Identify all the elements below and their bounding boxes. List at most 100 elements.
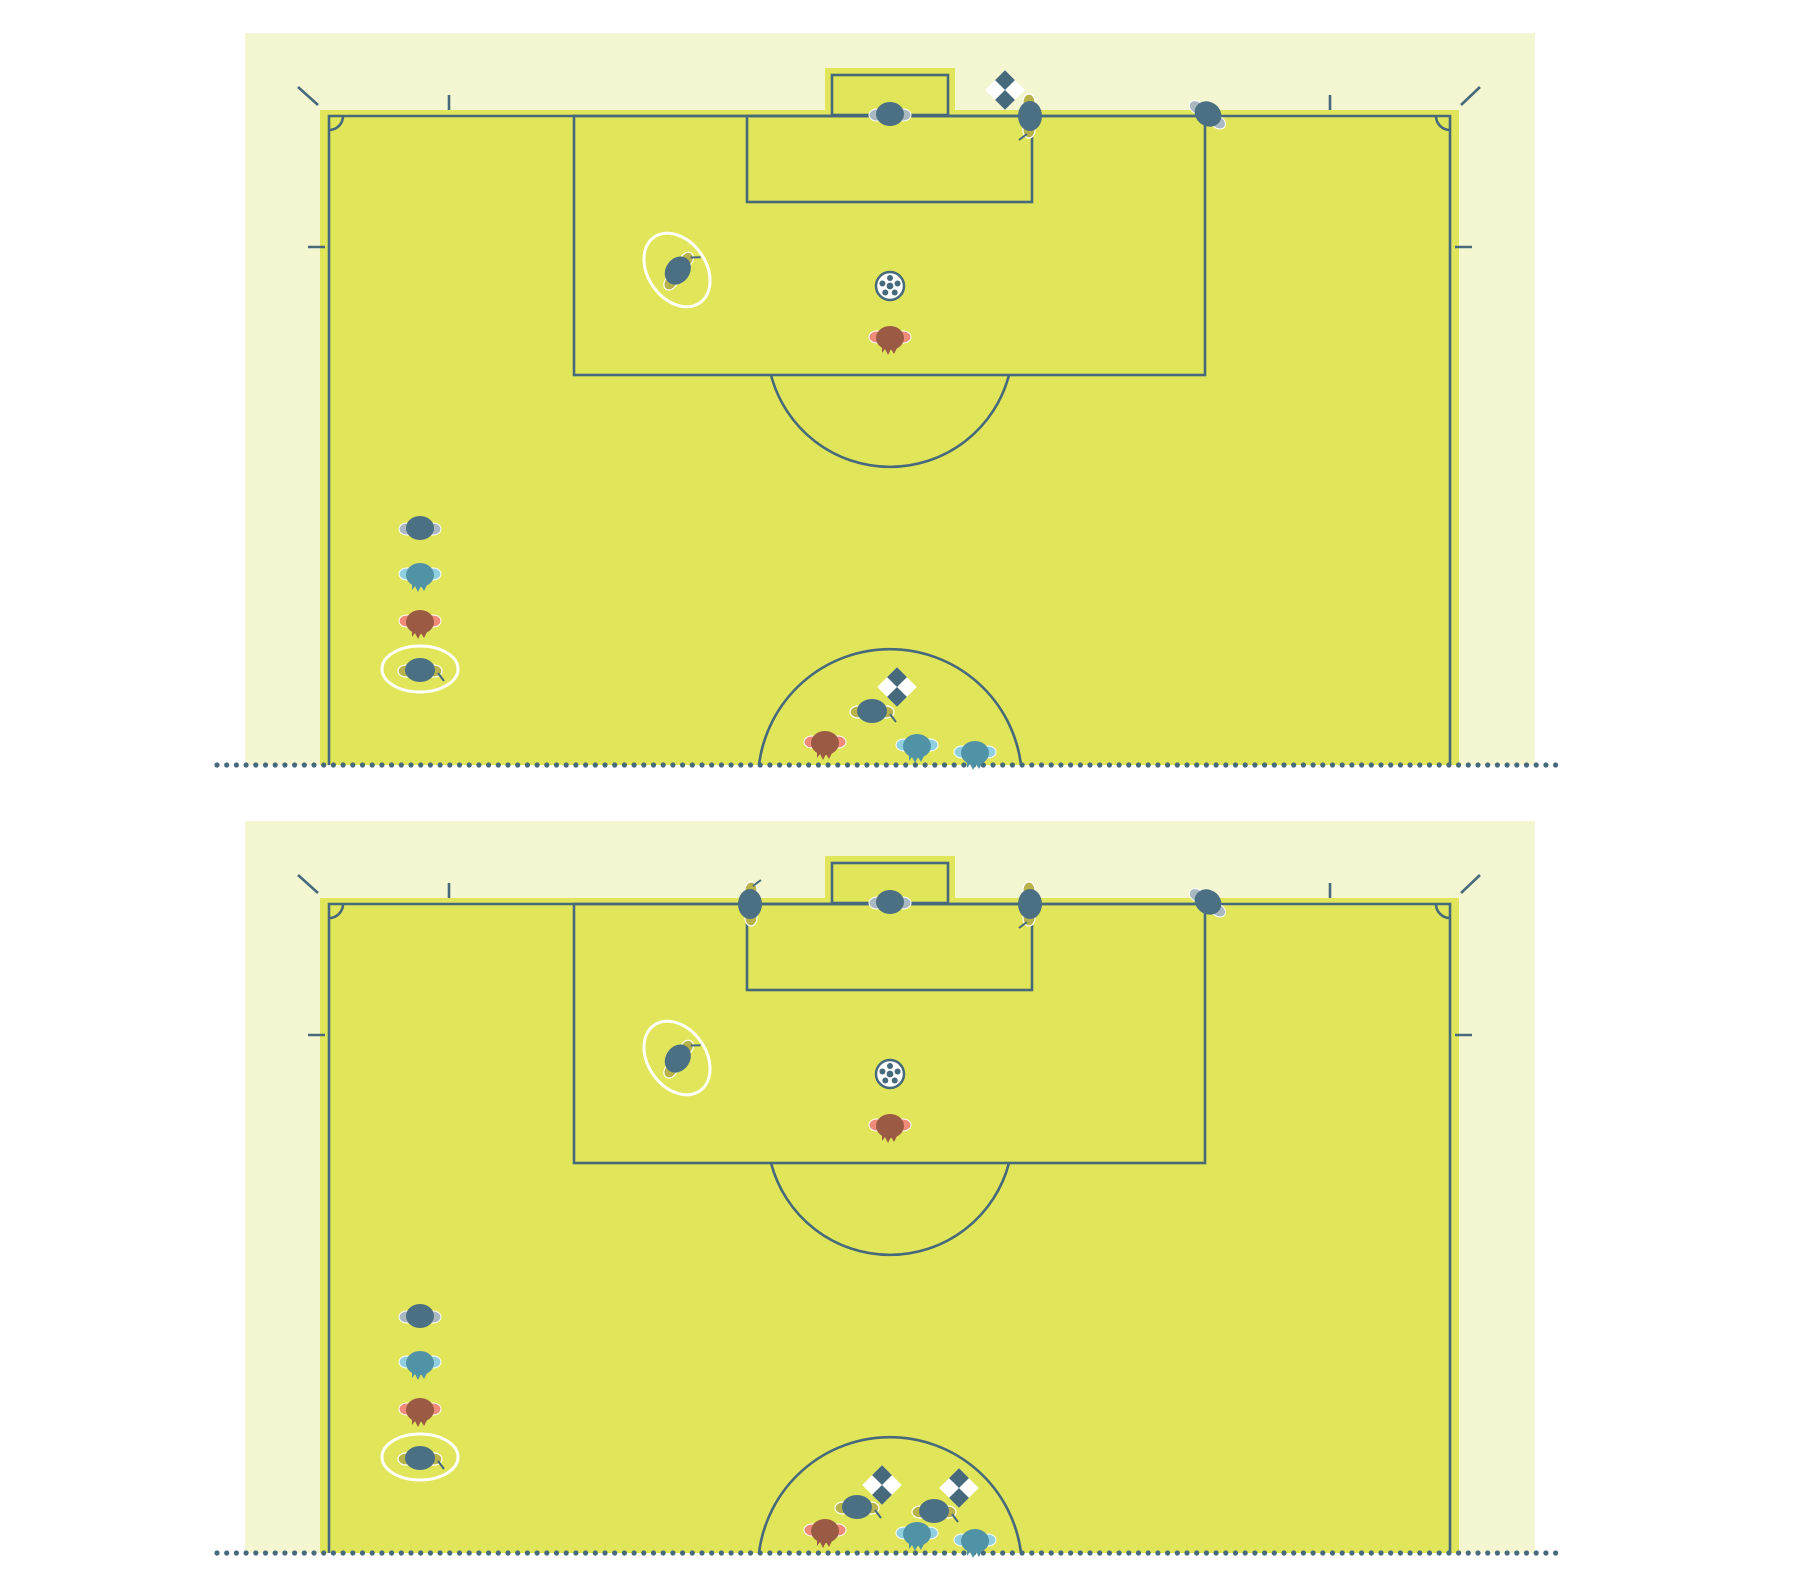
halfway-dot [1291,762,1297,768]
halfway-dot [592,762,598,768]
halfway-dot [1087,762,1093,768]
halfway-dot [1232,762,1239,768]
centre-official-right [911,1499,959,1523]
halfway-dot [544,762,550,768]
halfway-dot [1155,762,1161,768]
halfway-dot [951,762,957,768]
official-head [738,889,762,919]
halfway-dot [1485,1550,1491,1556]
halfway-dot [282,1550,288,1556]
halfway-dot [1262,1550,1268,1556]
halfway-dot [660,762,666,768]
halfway-dot [1058,1550,1064,1556]
official-head [664,1044,691,1073]
fourth-official [1188,100,1226,130]
player-head [406,563,434,587]
halfway-dot [825,762,831,768]
halfway-dot [418,762,424,768]
halfway-dot [544,1550,550,1556]
player-hair [967,761,982,770]
halfway-dot [321,762,327,768]
player-head [961,1529,989,1553]
halfway-dot [301,1550,307,1556]
halfway-dot [815,1550,822,1556]
halfway-dot [1368,1550,1374,1556]
halfway-dot [583,1550,589,1556]
halfway-dot [1232,1550,1239,1556]
halfway-dot [1271,762,1277,768]
halfway-dot [1223,762,1229,768]
player-centre-1 [803,1519,847,1548]
bench-official-3 [398,1398,442,1427]
player-centre-2 [895,1522,939,1551]
halfway-dot [486,1550,492,1556]
halfway-dot [874,762,880,768]
pitch [214,821,1559,1556]
ball-patch [879,1068,886,1075]
player-hair [412,1371,427,1380]
halfway-dot [214,1550,220,1556]
bench-official-1 [398,1304,442,1328]
ball-patch [894,1068,901,1075]
halfway-dot [932,1550,938,1556]
halfway-dot [1504,1550,1510,1556]
halfway-dot [806,1550,812,1556]
soccer-ball-icon [874,1058,906,1090]
halfway-dot [1068,762,1074,768]
bench-official-4 [397,658,445,682]
halfway-dot [1223,1550,1229,1556]
halfway-dot [592,1550,598,1556]
halfway-dot [747,1550,754,1556]
ball-patch [882,289,889,296]
halfway-dot [767,762,773,768]
official-flag-pole [951,1513,959,1523]
player-centre-3 [953,741,997,770]
halfway-dot [1184,762,1190,768]
corner-arc-left [328,115,345,132]
ball-patch [887,275,893,281]
halfway-dot [1417,1550,1423,1556]
pitch-surface [320,110,1459,765]
halfway-dot [466,762,472,768]
halfway-dot [427,1550,433,1556]
halfway-dot [233,1550,239,1556]
halfway-dot [447,762,453,768]
halfway-dot [1165,762,1171,768]
halfway-dot [1126,762,1132,768]
player-head [903,734,931,758]
halfway-dot [699,762,705,768]
halfway-dot [1310,1550,1316,1556]
halfway-dot [1407,1550,1413,1556]
halfway-dot [728,1550,734,1556]
halfway-dot [738,1550,744,1556]
halfway-dot [369,762,375,768]
halfway-dot [1300,762,1306,768]
referee [663,1039,701,1079]
halfway-dot [379,1550,385,1556]
official-head [405,658,435,682]
halfway-dot [631,762,637,768]
bench-official-4 [397,1446,445,1470]
player-hair [817,751,832,760]
halfway-dot [777,1550,783,1556]
halfway-dot [243,1550,249,1556]
halfway-dot [437,1550,443,1556]
player-head [876,1114,904,1138]
ball-patch [886,1070,894,1078]
penalty-arc [769,374,1011,469]
halfway-dot [262,1550,269,1556]
pitch-surface [320,898,1459,1553]
halfway-dot [1485,762,1491,768]
halfway-dot [1397,762,1403,768]
official-flag-pole [1018,921,1028,929]
halfway-dot [369,1550,375,1556]
halfway-dot [689,1550,695,1556]
official-flag-pole [690,1044,701,1047]
halfway-dot [301,762,307,768]
halfway-dot [1106,762,1112,768]
halfway-dot [224,1550,230,1556]
halfway-dot [1329,762,1336,768]
halfway-dot [1349,762,1355,768]
player-head [961,741,989,765]
halfway-dot [699,1550,705,1556]
